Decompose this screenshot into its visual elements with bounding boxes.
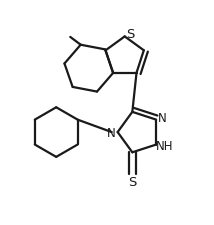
Text: S: S [128,175,137,188]
Text: NH: NH [156,140,173,153]
Text: N: N [107,126,116,139]
Text: S: S [126,28,135,41]
Text: N: N [158,112,166,125]
